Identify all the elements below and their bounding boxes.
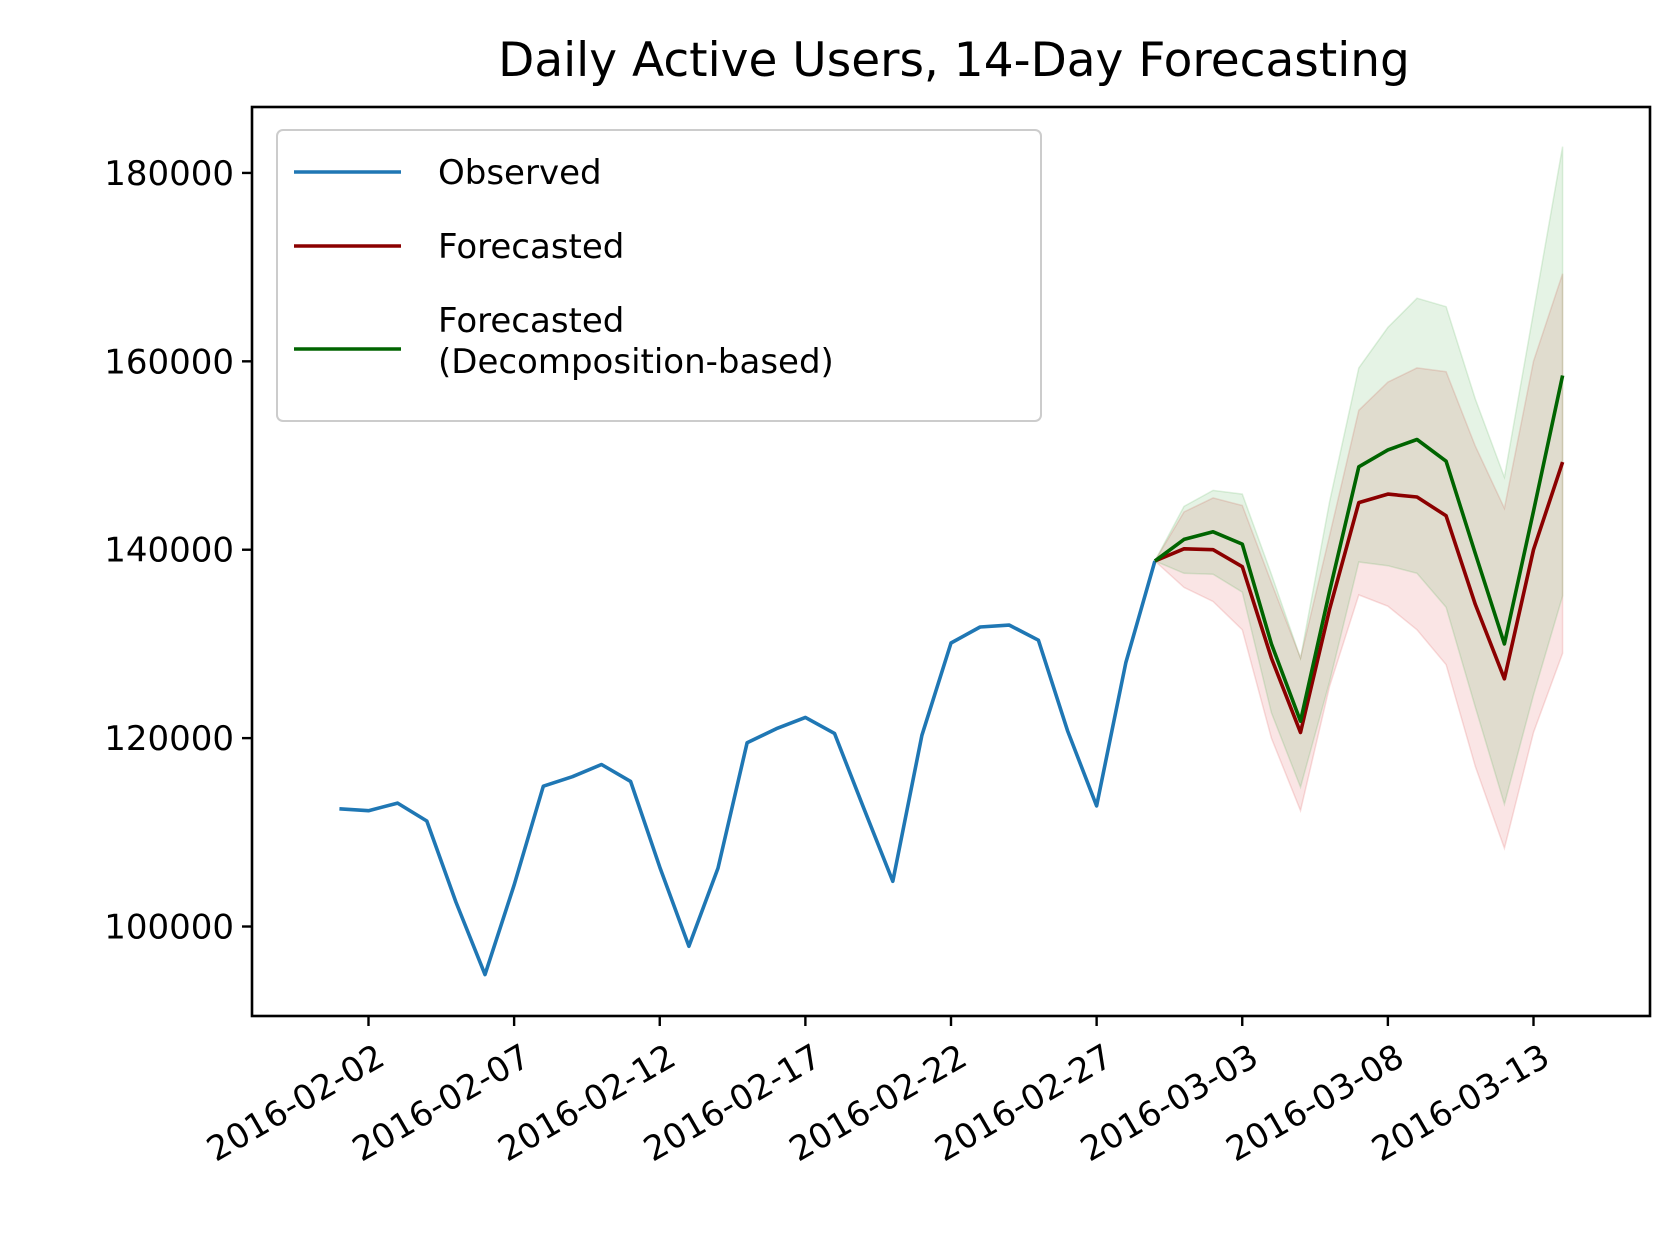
series-lines (339, 375, 1565, 977)
legend-label-forecasted: Forecasted (438, 227, 624, 267)
legend-label-decomposition: Forecasted (Decomposition-based) (438, 301, 834, 382)
y-tick-label-180000: 180000 (104, 154, 234, 194)
y-tick-label-120000: 120000 (104, 719, 234, 759)
y-tick-label-160000: 160000 (104, 342, 234, 382)
legend-label-observed: Observed (438, 153, 602, 193)
legend: Observed Forecasted Forecasted (Decompos… (276, 129, 1042, 422)
chart-title: Daily Active Users, 14-Day Forecasting (498, 33, 1410, 88)
y-tick-label-140000: 140000 (104, 531, 234, 571)
confidence-band-decomposition (1153, 146, 1564, 807)
plot-frame (250, 105, 1652, 1018)
observed-line (339, 560, 1157, 977)
decomposition-forecast-line (1153, 375, 1565, 724)
legend-box (276, 129, 1042, 422)
y-tick-label-100000: 100000 (104, 908, 234, 948)
y-axis: 100000 120000 140000 160000 180000 (104, 154, 252, 948)
forecasted-line (1154, 461, 1565, 735)
